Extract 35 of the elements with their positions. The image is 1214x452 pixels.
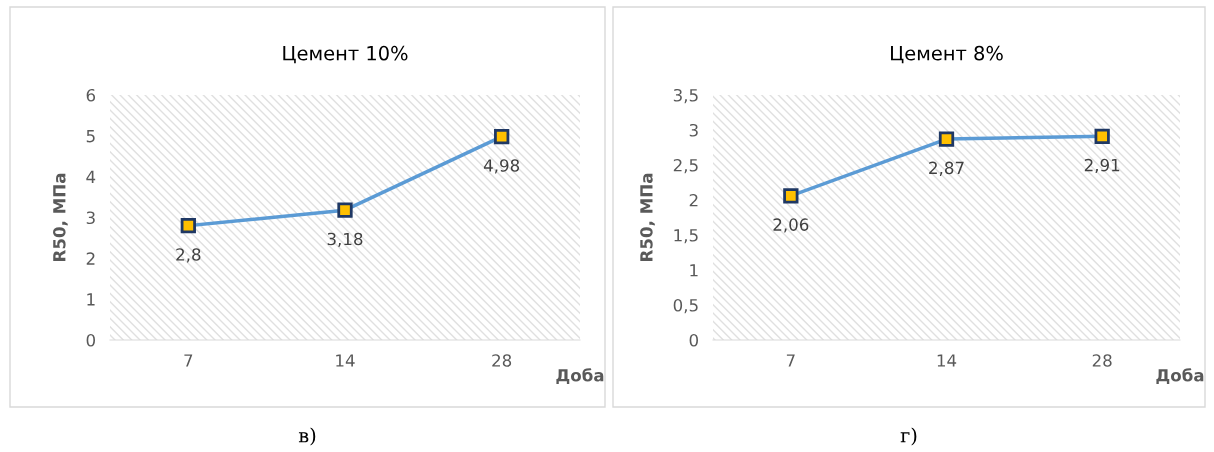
y-tick-label: 0 (689, 333, 698, 347)
data-label: 4,98 (483, 159, 520, 174)
text: г) (900, 427, 917, 446)
y-axis-title: R50, МПа (640, 173, 655, 261)
y-tick-label: 6 (86, 88, 96, 102)
y-tick-label: 3 (689, 123, 698, 137)
y-tick-label: 2 (86, 252, 95, 265)
data-label: 2,87 (929, 161, 964, 176)
x-tick-label: 28 (1092, 354, 1112, 367)
y-axis-title: R50, МПа (53, 173, 68, 261)
y-tick-label: 2,5 (673, 158, 698, 174)
y-tick-label: 4 (86, 170, 96, 183)
x-tick-label: 14 (336, 354, 355, 367)
x-tick-label: 7 (786, 354, 795, 367)
data-label: 2,91 (1084, 158, 1120, 174)
x-tick-label: 28 (492, 354, 512, 367)
data-label: 3,18 (327, 232, 363, 247)
data-label: 2,8 (176, 248, 201, 263)
y-tick-label: 1,5 (674, 229, 698, 244)
chart-title: Цемент 8% (891, 45, 1003, 64)
y-tick-label: 5 (86, 130, 95, 143)
x-tick-label: 14 (937, 354, 957, 367)
data-label: 2,06 (773, 218, 809, 233)
y-tick-label: 0 (86, 333, 95, 347)
y-tick-label: 2 (689, 193, 698, 207)
x-axis-title: Доба (1156, 368, 1204, 384)
x-axis-title: Доба (556, 368, 604, 384)
chart-title: Цемент 10% (283, 45, 408, 64)
y-tick-label: 1 (87, 293, 95, 306)
y-tick-label: 3,5 (673, 88, 698, 104)
y-tick-label: 3 (86, 211, 95, 225)
x-tick-label: 7 (184, 354, 193, 367)
y-tick-label: 1 (690, 264, 698, 277)
text: в) (298, 427, 316, 446)
y-tick-label: 0,5 (673, 298, 698, 314)
